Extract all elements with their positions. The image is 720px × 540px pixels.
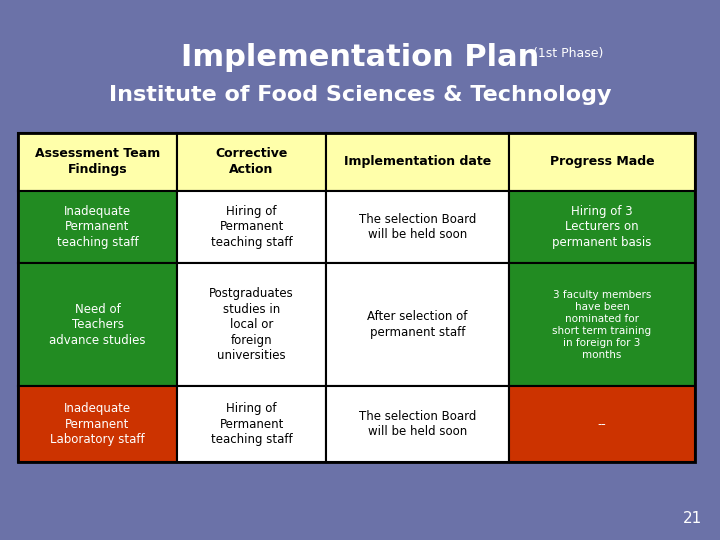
Bar [509, 263, 695, 386]
Bar [326, 386, 509, 462]
Text: 3 faculty members
have been
nominated for
short term training
in foreign for 3
m: 3 faculty members have been nominated fo… [552, 289, 652, 360]
Bar [326, 191, 509, 263]
Bar [326, 263, 509, 386]
Text: Institute of Food Sciences & Technology: Institute of Food Sciences & Technology [109, 85, 611, 105]
Bar [509, 133, 695, 191]
Bar [18, 191, 177, 263]
Text: --: -- [598, 417, 606, 431]
Text: Hiring of 3
Lecturers on
permanent basis: Hiring of 3 Lecturers on permanent basis [552, 205, 652, 249]
Text: Postgraduates
studies in
local or
foreign
universities: Postgraduates studies in local or foreig… [210, 287, 294, 362]
Bar [509, 386, 695, 462]
Text: The selection Board
will be held soon: The selection Board will be held soon [359, 410, 476, 438]
Text: Assessment Team
Findings: Assessment Team Findings [35, 147, 160, 176]
Text: Corrective
Action: Corrective Action [215, 147, 288, 176]
Bar [177, 191, 326, 263]
Bar [326, 133, 509, 191]
Text: The selection Board
will be held soon: The selection Board will be held soon [359, 213, 476, 241]
Text: Progress Made: Progress Made [549, 156, 654, 168]
Bar [18, 386, 177, 462]
Text: After selection of
permanent staff: After selection of permanent staff [367, 310, 467, 339]
Text: Hiring of
Permanent
teaching staff: Hiring of Permanent teaching staff [211, 402, 292, 446]
Bar [177, 133, 326, 191]
Bar [177, 386, 326, 462]
Text: 21: 21 [683, 511, 702, 526]
Text: Implementation date: Implementation date [344, 156, 491, 168]
Text: Inadequate
Permanent
teaching staff: Inadequate Permanent teaching staff [57, 205, 138, 249]
Bar [18, 133, 177, 191]
Bar [177, 263, 326, 386]
Text: Implementation Plan: Implementation Plan [181, 44, 539, 72]
Bar [18, 263, 177, 386]
Text: Inadequate
Permanent
Laboratory staff: Inadequate Permanent Laboratory staff [50, 402, 145, 446]
Text: Hiring of
Permanent
teaching staff: Hiring of Permanent teaching staff [211, 205, 292, 249]
Bar [509, 191, 695, 263]
Text: Need of
Teachers
advance studies: Need of Teachers advance studies [49, 302, 145, 347]
Bar [18, 133, 695, 462]
Text: (1st Phase): (1st Phase) [529, 48, 603, 60]
